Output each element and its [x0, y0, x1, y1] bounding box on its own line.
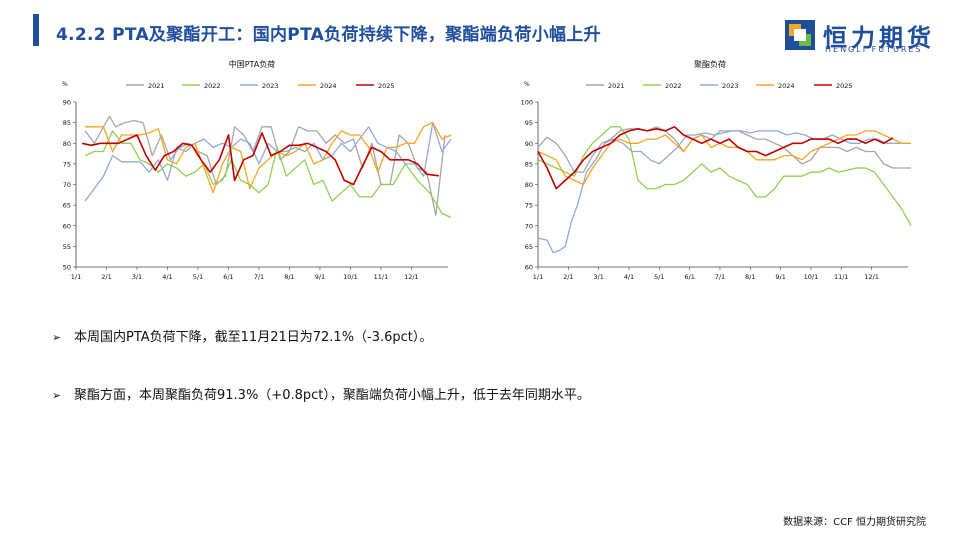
- legend-label-2021: 2021: [148, 82, 165, 90]
- y-tick-label: 90: [63, 99, 71, 107]
- series-line-2023: [84, 121, 452, 202]
- series-line-2025: [537, 126, 894, 190]
- x-tick-label: 12/1: [404, 273, 419, 281]
- polyester-load-chart: 聚酯负荷% 2021 2022 2023 2024 2025 60 65 70 75 80 85 90 9…: [521, 59, 912, 281]
- legend-label-2022: 2022: [204, 82, 221, 90]
- bullet-pta-text: 本周国内PTA负荷下降，截至11月21日为72.1%（-3.6pct）。: [74, 330, 433, 345]
- x-tick-label: 4/1: [162, 273, 172, 281]
- x-tick-label: 5/1: [654, 273, 664, 281]
- pta-load-chart: 中国PTA负荷% 2021 2022 2023 2024 2025 50 55 60 65 70 75…: [62, 59, 452, 281]
- y-tick-label: 50: [63, 264, 71, 272]
- legend-label-2022: 2022: [665, 82, 682, 90]
- legend-label-2024: 2024: [320, 82, 337, 90]
- bullet-polyester-text: 聚酯方面，本周聚酯负荷91.3%（+0.8pct），聚酯端负荷小幅上升，低于去年…: [74, 388, 590, 403]
- legend-label-2021: 2021: [608, 82, 625, 90]
- bullet-arrow-icon: ➢: [52, 331, 62, 344]
- y-unit-label: %: [62, 81, 68, 88]
- y-tick-label: 85: [63, 119, 71, 127]
- series-line-2021: [537, 126, 911, 173]
- bullet-arrow-icon: ➢: [52, 389, 62, 402]
- x-tick-label: 10/1: [343, 273, 358, 281]
- bullet-pta: ➢ 本周国内PTA负荷下降，截至11月21日为72.1%（-3.6pct）。: [52, 326, 432, 345]
- y-tick-label: 65: [525, 243, 533, 251]
- y-tick-label: 60: [63, 222, 71, 230]
- x-tick-label: 7/1: [715, 273, 725, 281]
- chart-title: 中国PTA负荷: [229, 59, 276, 69]
- x-tick-label: 9/1: [315, 273, 325, 281]
- y-tick-label: 70: [63, 181, 71, 189]
- y-tick-label: 55: [63, 243, 71, 251]
- x-tick-label: 4/1: [624, 273, 634, 281]
- legend-label-2023: 2023: [262, 82, 279, 90]
- legend-label-2024: 2024: [778, 82, 795, 90]
- legend-label-2025: 2025: [378, 82, 395, 90]
- y-tick-label: 80: [63, 140, 71, 148]
- y-unit-label: %: [524, 81, 530, 88]
- x-tick-label: 10/1: [804, 273, 819, 281]
- x-tick-label: 2/1: [563, 273, 573, 281]
- y-tick-label: 70: [525, 222, 533, 230]
- y-tick-label: 100: [521, 99, 533, 107]
- x-tick-label: 11/1: [374, 273, 389, 281]
- x-tick-label: 9/1: [775, 273, 785, 281]
- x-tick-label: 2/1: [101, 273, 111, 281]
- y-tick-label: 65: [63, 202, 71, 210]
- series-line-2024: [85, 121, 452, 194]
- y-tick-label: 80: [525, 181, 533, 189]
- series-line-2025: [81, 132, 440, 186]
- x-tick-label: 8/1: [745, 273, 755, 281]
- chart-title: 聚酯负荷: [694, 59, 726, 69]
- title-accent-bar: [33, 14, 39, 46]
- logo-subtext: HENGLI FUTURES: [825, 45, 923, 52]
- series-line-2024: [537, 130, 911, 186]
- series-line-2022: [84, 130, 452, 219]
- y-tick-label: 95: [525, 119, 533, 127]
- legend-label-2025: 2025: [836, 82, 853, 90]
- logo-text: 恒力期货: [823, 24, 935, 52]
- logo-mark-icon: [785, 20, 815, 50]
- page-title: 4.2.2 PTA及聚酯开工：国内PTA负荷持续下降，聚酯端负荷小幅上升: [56, 25, 601, 45]
- company-logo: 恒力期货 HENGLI FUTURES: [785, 18, 935, 58]
- series-line-2022: [537, 126, 912, 227]
- x-tick-label: 6/1: [684, 273, 694, 281]
- x-tick-label: 8/1: [284, 273, 294, 281]
- x-tick-label: 1/1: [533, 273, 543, 281]
- x-tick-label: 3/1: [132, 273, 142, 281]
- y-tick-label: 85: [525, 160, 533, 168]
- series-line-2021: [84, 115, 446, 217]
- legend-label-2023: 2023: [722, 82, 739, 90]
- x-tick-label: 3/1: [593, 273, 603, 281]
- y-tick-label: 75: [525, 202, 533, 210]
- series-line-2023: [537, 130, 905, 254]
- x-tick-label: 12/1: [864, 273, 879, 281]
- x-tick-label: 11/1: [834, 273, 849, 281]
- y-tick-label: 90: [525, 140, 533, 148]
- x-tick-label: 1/1: [71, 273, 81, 281]
- y-tick-label: 75: [63, 160, 71, 168]
- data-source: 数据来源：CCF 恒力期货研究院: [783, 517, 926, 528]
- x-tick-label: 5/1: [193, 273, 203, 281]
- x-tick-label: 7/1: [254, 273, 264, 281]
- bullet-polyester: ➢ 聚酯方面，本周聚酯负荷91.3%（+0.8pct），聚酯端负荷小幅上升，低于去…: [52, 384, 590, 403]
- x-tick-label: 6/1: [223, 273, 233, 281]
- y-tick-label: 60: [525, 264, 533, 272]
